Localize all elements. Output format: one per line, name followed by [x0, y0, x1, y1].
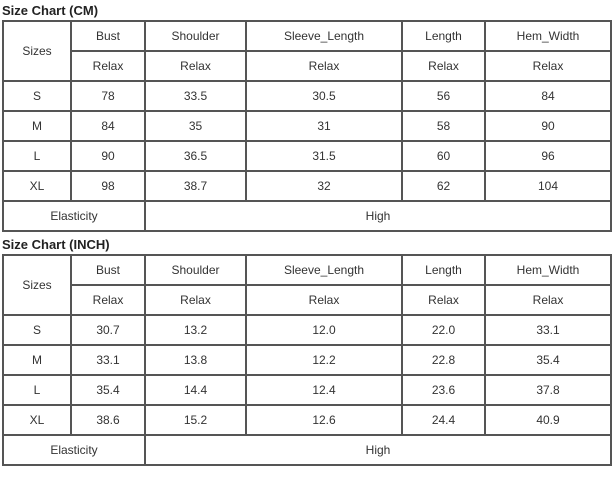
table-row: XL 98 38.7 32 62 104 [2, 170, 612, 202]
value-cell: 35.4 [484, 344, 612, 376]
value-cell: 35 [144, 110, 247, 142]
size-cell: XL [2, 404, 72, 436]
value-cell: 60 [401, 140, 486, 172]
fit-cell: Relax [245, 284, 403, 316]
value-cell: 104 [484, 170, 612, 202]
value-cell: 33.1 [484, 314, 612, 346]
fit-cell: Relax [144, 50, 247, 82]
fit-row: Relax Relax Relax Relax Relax [3, 284, 612, 316]
value-cell: 33.5 [144, 80, 247, 112]
fit-cell: Relax [245, 50, 403, 82]
column-header: Sleeve_Length [245, 254, 403, 286]
value-cell: 90 [70, 140, 146, 172]
value-cell: 22.8 [401, 344, 486, 376]
value-cell: 36.5 [144, 140, 247, 172]
table-row: L 90 36.5 31.5 60 96 [2, 140, 612, 172]
size-charts: Size Chart (CM) Sizes Bust Shoulder Sleeve_L… [2, 3, 612, 466]
header-row: Sizes Bust Shoulder Sleeve_Length Length Hem_… [2, 254, 612, 316]
value-cell: 58 [401, 110, 486, 142]
value-cell: 96 [484, 140, 612, 172]
value-cell: 23.6 [401, 374, 486, 406]
value-cell: 33.1 [70, 344, 146, 376]
elasticity-row: Elasticity High [2, 200, 612, 232]
value-cell: 13.2 [144, 314, 247, 346]
value-cell: 32 [245, 170, 403, 202]
column-header: Hem_Width [484, 254, 612, 286]
value-cell: 12.0 [245, 314, 403, 346]
fit-cell: Relax [401, 284, 486, 316]
sizes-header: Sizes [2, 254, 72, 316]
column-header: Sleeve_Length [245, 20, 403, 52]
table-row: XL 38.6 15.2 12.6 24.4 40.9 [2, 404, 612, 436]
value-cell: 12.6 [245, 404, 403, 436]
column-header: Length [401, 254, 486, 286]
value-cell: 84 [70, 110, 146, 142]
value-cell: 15.2 [144, 404, 247, 436]
value-cell: 62 [401, 170, 486, 202]
size-cell: M [2, 344, 72, 376]
column-header: Shoulder [144, 20, 247, 52]
value-cell: 40.9 [484, 404, 612, 436]
table-row: S 78 33.5 30.5 56 84 [2, 80, 612, 112]
value-cell: 78 [70, 80, 146, 112]
size-cell: L [2, 140, 72, 172]
elasticity-label: Elasticity [2, 200, 146, 232]
value-cell: 31 [245, 110, 403, 142]
fit-cell: Relax [484, 284, 612, 316]
value-cell: 31.5 [245, 140, 403, 172]
size-table: Sizes Bust Shoulder Sleeve_Length Length Hem_… [2, 254, 612, 466]
value-cell: 14.4 [144, 374, 247, 406]
value-cell: 30.5 [245, 80, 403, 112]
value-cell: 38.6 [70, 404, 146, 436]
value-cell: 12.4 [245, 374, 403, 406]
column-header: Length [401, 20, 486, 52]
value-cell: 98 [70, 170, 146, 202]
column-header: Shoulder [144, 254, 247, 286]
fit-cell: Relax [401, 50, 486, 82]
elasticity-row: Elasticity High [2, 434, 612, 466]
value-cell: 24.4 [401, 404, 486, 436]
size-cell: S [2, 80, 72, 112]
fit-cell: Relax [70, 50, 146, 82]
value-cell: 30.7 [70, 314, 146, 346]
table-row: M 84 35 31 58 90 [2, 110, 612, 142]
column-header: Hem_Width [484, 20, 612, 52]
size-cell: S [2, 314, 72, 346]
table-row: S 30.7 13.2 12.0 22.0 33.1 [2, 314, 612, 346]
chart-title: Size Chart (INCH) [2, 237, 110, 252]
value-cell: 90 [484, 110, 612, 142]
value-cell: 22.0 [401, 314, 486, 346]
sizes-header: Sizes [2, 20, 72, 82]
size-cell: M [2, 110, 72, 142]
value-cell: 84 [484, 80, 612, 112]
value-cell: 37.8 [484, 374, 612, 406]
fit-cell: Relax [484, 50, 612, 82]
table-row: L 35.4 14.4 12.4 23.6 37.8 [2, 374, 612, 406]
value-cell: 35.4 [70, 374, 146, 406]
elasticity-label: Elasticity [2, 434, 146, 466]
value-cell: 13.8 [144, 344, 247, 376]
column-header: Bust [70, 254, 146, 286]
size-table: Sizes Bust Shoulder Sleeve_Length Length Hem_… [2, 20, 612, 232]
value-cell: 12.2 [245, 344, 403, 376]
fit-row: Relax Relax Relax Relax Relax [3, 50, 612, 82]
fit-cell: Relax [70, 284, 146, 316]
elasticity-value: High [144, 434, 612, 466]
fit-cell: Relax [144, 284, 247, 316]
value-cell: 38.7 [144, 170, 247, 202]
table-row: M 33.1 13.8 12.2 22.8 35.4 [2, 344, 612, 376]
chart-title: Size Chart (CM) [2, 3, 99, 18]
size-cell: L [2, 374, 72, 406]
header-row: Sizes Bust Shoulder Sleeve_Length Length Hem_… [2, 20, 612, 82]
size-cell: XL [2, 170, 72, 202]
elasticity-value: High [144, 200, 612, 232]
column-header: Bust [70, 20, 146, 52]
value-cell: 56 [401, 80, 486, 112]
